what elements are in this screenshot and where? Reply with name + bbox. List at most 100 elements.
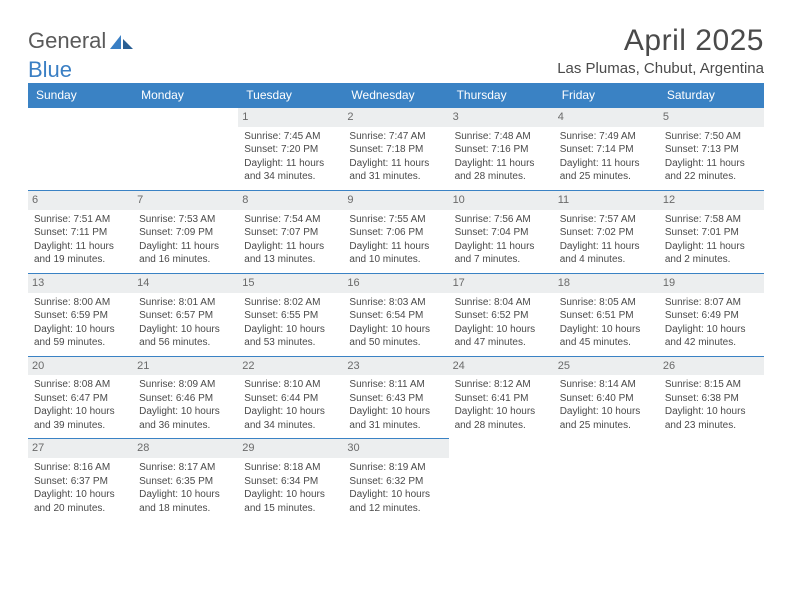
- weekday-saturday: Saturday: [659, 83, 764, 107]
- day-details: Sunrise: 7:51 AMSunset: 7:11 PMDaylight:…: [34, 213, 129, 267]
- day-number: 9: [343, 191, 448, 210]
- weekday-monday: Monday: [133, 83, 238, 107]
- logo-word1: General: [28, 28, 106, 54]
- day-details: Sunrise: 7:55 AMSunset: 7:06 PMDaylight:…: [349, 213, 444, 267]
- day-details: Sunrise: 7:56 AMSunset: 7:04 PMDaylight:…: [455, 213, 550, 267]
- day-number: 7: [133, 191, 238, 210]
- day-details: Sunrise: 8:10 AMSunset: 6:44 PMDaylight:…: [244, 378, 339, 432]
- day-details: Sunrise: 8:09 AMSunset: 6:46 PMDaylight:…: [139, 378, 234, 432]
- day-cell-21: 21 Sunrise: 8:09 AMSunset: 6:46 PMDayligh…: [133, 356, 238, 439]
- day-cell-9: 9 Sunrise: 7:55 AMSunset: 7:06 PMDaylight…: [343, 190, 448, 273]
- day-cell-13: 13 Sunrise: 8:00 AMSunset: 6:59 PMDayligh…: [28, 273, 133, 356]
- weekday-tuesday: Tuesday: [238, 83, 343, 107]
- day-cell-1: 1 Sunrise: 7:45 AMSunset: 7:20 PMDaylight…: [238, 107, 343, 190]
- weekday-friday: Friday: [554, 83, 659, 107]
- day-number: 6: [28, 191, 133, 210]
- day-number: 3: [449, 108, 554, 127]
- day-number: 28: [133, 439, 238, 458]
- calendar-page: General April 2025 Las Plumas, Chubut, A…: [0, 0, 792, 521]
- day-cell-26: 26Sunrise: 8:15 AMSunset: 6:38 PMDayligh…: [659, 356, 764, 439]
- day-number: 13: [28, 274, 133, 293]
- day-number: 20: [28, 357, 133, 376]
- day-number: 10: [449, 191, 554, 210]
- day-cell-5: 5 Sunrise: 7:50 AMSunset: 7:13 PMDaylight…: [659, 107, 764, 190]
- day-number: 1: [238, 108, 343, 127]
- day-details: Sunrise: 8:14 AMSunset: 6:40 PMDaylight:…: [560, 378, 655, 432]
- day-cell-17: 17 Sunrise: 8:04 AMSunset: 6:52 PMDayligh…: [449, 273, 554, 356]
- day-details: Sunrise: 8:19 AMSunset: 6:32 PMDaylight:…: [349, 461, 444, 515]
- day-number: 15: [238, 274, 343, 293]
- day-details: Sunrise: 8:17 AMSunset: 6:35 PMDaylight:…: [139, 461, 234, 515]
- day-number: 8: [238, 191, 343, 210]
- day-cell-8: 8 Sunrise: 7:54 AMSunset: 7:07 PMDaylight…: [238, 190, 343, 273]
- day-number: 4: [554, 108, 659, 127]
- day-details: Sunrise: 8:01 AMSunset: 6:57 PMDaylight:…: [139, 296, 234, 350]
- day-number: 21: [133, 357, 238, 376]
- day-details: Sunrise: 7:47 AMSunset: 7:18 PMDaylight:…: [349, 130, 444, 184]
- day-details: Sunrise: 8:15 AMSunset: 6:38 PMDaylight:…: [665, 378, 760, 432]
- day-details: Sunrise: 8:05 AMSunset: 6:51 PMDaylight:…: [560, 296, 655, 350]
- day-details: Sunrise: 8:08 AMSunset: 6:47 PMDaylight:…: [34, 378, 129, 432]
- day-details: Sunrise: 7:54 AMSunset: 7:07 PMDaylight:…: [244, 213, 339, 267]
- title-block: April 2025 Las Plumas, Chubut, Argentina: [557, 24, 764, 77]
- day-number: 11: [554, 191, 659, 210]
- day-number: 5: [659, 108, 764, 127]
- day-number: 2: [343, 108, 448, 127]
- day-cell-16: 16Sunrise: 8:03 AMSunset: 6:54 PMDayligh…: [343, 273, 448, 356]
- day-details: Sunrise: 8:18 AMSunset: 6:34 PMDaylight:…: [244, 461, 339, 515]
- day-cell-4: 4 Sunrise: 7:49 AMSunset: 7:14 PMDaylight…: [554, 107, 659, 190]
- day-details: Sunrise: 8:11 AMSunset: 6:43 PMDaylight:…: [349, 378, 444, 432]
- day-cell-15: 15Sunrise: 8:02 AMSunset: 6:55 PMDayligh…: [238, 273, 343, 356]
- sail-icon: [109, 33, 135, 51]
- day-details: Sunrise: 8:12 AMSunset: 6:41 PMDaylight:…: [455, 378, 550, 432]
- blank-cell: [133, 107, 238, 190]
- logo: General: [28, 28, 137, 54]
- day-cell-2: 2 Sunrise: 7:47 AMSunset: 7:18 PMDaylight…: [343, 107, 448, 190]
- calendar-grid: 1 Sunrise: 7:45 AMSunset: 7:20 PMDaylight…: [28, 107, 764, 521]
- day-number: 23: [343, 357, 448, 376]
- day-cell-18: 18 Sunrise: 8:05 AMSunset: 6:51 PMDayligh…: [554, 273, 659, 356]
- day-details: Sunrise: 8:07 AMSunset: 6:49 PMDaylight:…: [665, 296, 760, 350]
- day-cell-23: 23 Sunrise: 8:11 AMSunset: 6:43 PMDayligh…: [343, 356, 448, 439]
- day-cell-30: 30 Sunrise: 8:19 AMSunset: 6:32 PMDayligh…: [343, 438, 448, 521]
- day-details: Sunrise: 8:00 AMSunset: 6:59 PMDaylight:…: [34, 296, 129, 350]
- day-cell-22: 22 Sunrise: 8:10 AMSunset: 6:44 PMDayligh…: [238, 356, 343, 439]
- day-number: 12: [659, 191, 764, 210]
- day-details: Sunrise: 8:04 AMSunset: 6:52 PMDaylight:…: [455, 296, 550, 350]
- day-cell-25: 25 Sunrise: 8:14 AMSunset: 6:40 PMDayligh…: [554, 356, 659, 439]
- day-number: 27: [28, 439, 133, 458]
- day-number: 19: [659, 274, 764, 293]
- day-number: 14: [133, 274, 238, 293]
- day-cell-19: 19 Sunrise: 8:07 AMSunset: 6:49 PMDayligh…: [659, 273, 764, 356]
- weekday-sunday: Sunday: [28, 83, 133, 107]
- day-details: Sunrise: 8:16 AMSunset: 6:37 PMDaylight:…: [34, 461, 129, 515]
- location-text: Las Plumas, Chubut, Argentina: [557, 60, 764, 77]
- day-cell-28: 28 Sunrise: 8:17 AMSunset: 6:35 PMDayligh…: [133, 438, 238, 521]
- blank-cell: [28, 107, 133, 190]
- day-cell-11: 11 Sunrise: 7:57 AMSunset: 7:02 PMDayligh…: [554, 190, 659, 273]
- day-number: 18: [554, 274, 659, 293]
- day-details: Sunrise: 7:49 AMSunset: 7:14 PMDaylight:…: [560, 130, 655, 184]
- logo-word2: Blue: [28, 57, 72, 82]
- day-cell-3: 3 Sunrise: 7:48 AMSunset: 7:16 PMDaylight…: [449, 107, 554, 190]
- day-number: 22: [238, 357, 343, 376]
- weekday-wednesday: Wednesday: [343, 83, 448, 107]
- day-cell-7: 7 Sunrise: 7:53 AMSunset: 7:09 PMDaylight…: [133, 190, 238, 273]
- day-number: 16: [343, 274, 448, 293]
- page-title: April 2025: [557, 24, 764, 58]
- day-details: Sunrise: 7:50 AMSunset: 7:13 PMDaylight:…: [665, 130, 760, 184]
- weekday-header: SundayMondayTuesdayWednesdayThursdayFrid…: [28, 83, 764, 107]
- day-cell-6: 6 Sunrise: 7:51 AMSunset: 7:11 PMDaylight…: [28, 190, 133, 273]
- day-cell-29: 29Sunrise: 8:18 AMSunset: 6:34 PMDayligh…: [238, 438, 343, 521]
- day-cell-12: 12 Sunrise: 7:58 AMSunset: 7:01 PMDayligh…: [659, 190, 764, 273]
- weekday-thursday: Thursday: [449, 83, 554, 107]
- day-details: Sunrise: 7:53 AMSunset: 7:09 PMDaylight:…: [139, 213, 234, 267]
- day-details: Sunrise: 7:58 AMSunset: 7:01 PMDaylight:…: [665, 213, 760, 267]
- day-details: Sunrise: 7:45 AMSunset: 7:20 PMDaylight:…: [244, 130, 339, 184]
- day-cell-20: 20 Sunrise: 8:08 AMSunset: 6:47 PMDayligh…: [28, 356, 133, 439]
- day-details: Sunrise: 7:57 AMSunset: 7:02 PMDaylight:…: [560, 213, 655, 267]
- day-number: 25: [554, 357, 659, 376]
- day-details: Sunrise: 7:48 AMSunset: 7:16 PMDaylight:…: [455, 130, 550, 184]
- day-number: 30: [343, 439, 448, 458]
- day-number: 17: [449, 274, 554, 293]
